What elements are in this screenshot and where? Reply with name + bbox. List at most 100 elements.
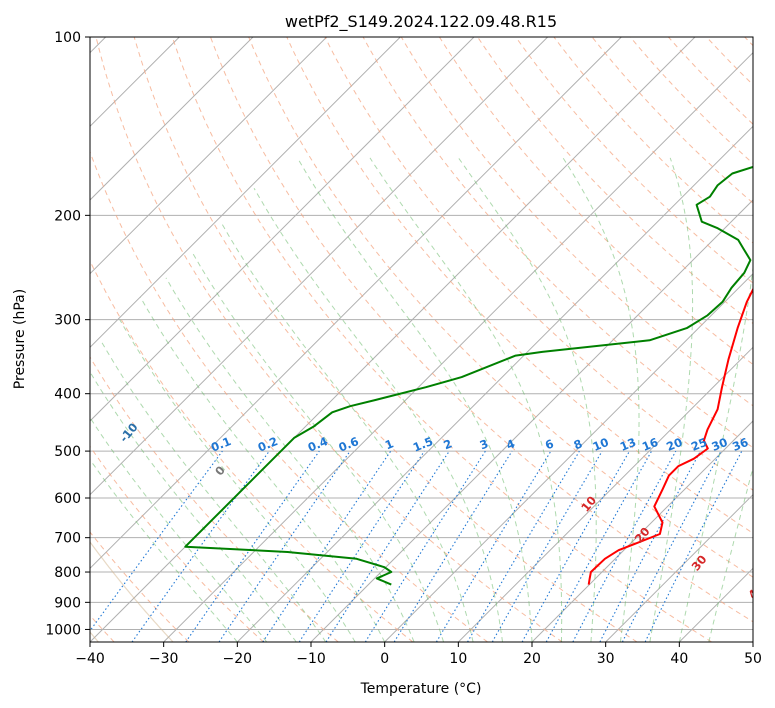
- chart-title: wetPf2_S149.2024.122.09.48.R15: [285, 12, 557, 32]
- dry-adiabat: [591, 37, 753, 204]
- moist-adiabat-label: 40: [745, 580, 766, 601]
- dry-adiabat: [90, 445, 264, 642]
- isotherm: [531, 420, 753, 642]
- isotherm: [310, 199, 753, 642]
- mixing-ratio-line: [545, 450, 653, 642]
- mixing-ratio-label: 2: [441, 436, 454, 452]
- mixing-ratio-line: [185, 450, 320, 642]
- dry-adiabat: [668, 37, 753, 125]
- mixing-ratio-label: 0.2: [256, 434, 280, 455]
- y-tick-label: 200: [54, 208, 81, 224]
- moist-adiabat: [649, 157, 694, 642]
- mixing-ratio-label: 0.1: [209, 434, 233, 455]
- mixing-ratio-line: [467, 450, 580, 642]
- y-tick-label: 300: [54, 313, 81, 329]
- x-tick-label: 30: [597, 651, 615, 667]
- mixing-ratio-line: [298, 450, 425, 642]
- mixing-ratio-label: 16: [640, 435, 660, 454]
- mixing-ratio-line: [90, 450, 223, 632]
- dry-adiabat: [706, 37, 753, 86]
- x-tick-label: −40: [75, 651, 105, 667]
- moist-adiabat: [678, 264, 753, 642]
- dry-adiabat: [90, 356, 339, 642]
- mixing-ratio-label: 6: [543, 436, 556, 452]
- isotherm: [90, 37, 328, 275]
- mixing-ratio-label: 10: [591, 435, 611, 454]
- y-tick-label: 100: [54, 30, 81, 46]
- x-tick-label: 50: [744, 651, 762, 667]
- y-tick-label: 700: [54, 531, 81, 547]
- mixing-ratio-label: 0.6: [337, 434, 361, 455]
- isotherm: [90, 37, 254, 201]
- moist-adiabat: [253, 187, 503, 642]
- dry-adiabat-label: 0: [212, 463, 228, 478]
- mixing-ratio-line: [435, 450, 552, 642]
- moist-adiabat: [191, 251, 445, 642]
- mixing-ratio-label: 1: [383, 436, 396, 452]
- dry-adiabat: [248, 37, 753, 578]
- moist-adiabat: [369, 157, 563, 642]
- x-tick-label: 0: [380, 651, 389, 667]
- isotherm: [236, 125, 753, 642]
- mixing-ratio-line: [262, 450, 392, 642]
- y-tick-label: 400: [54, 387, 81, 403]
- mixing-ratio-label: 36: [730, 435, 750, 454]
- x-tick-label: −20: [223, 651, 253, 667]
- moist-adiabat: [296, 157, 533, 642]
- isotherm: [752, 641, 753, 642]
- mixing-ratio-label: 3: [478, 436, 491, 452]
- dry-adiabat: [90, 531, 190, 642]
- mixing-ratio-label: 0.4: [306, 434, 330, 455]
- dry-adiabat: [515, 37, 753, 284]
- mixing-ratio-label: 4: [504, 436, 517, 452]
- x-tick-label: −30: [149, 651, 179, 667]
- isotherm: [90, 37, 549, 496]
- dry-adiabat: [133, 37, 638, 642]
- mixing-ratio-line: [218, 450, 351, 642]
- mixing-ratio-line: [393, 450, 513, 642]
- moist-adiabat: [562, 157, 640, 642]
- moist-adiabat: [708, 465, 753, 642]
- moist-adiabat: [165, 277, 415, 642]
- moist-adiabat-label: 20: [632, 524, 653, 545]
- y-axis-label: Pressure (hPa): [12, 289, 28, 389]
- mixing-ratio-line: [572, 450, 677, 642]
- dry-adiabat-label: -10: [117, 420, 141, 445]
- moist-adiabat: [90, 458, 238, 642]
- isotherm: [90, 37, 696, 642]
- mixing-ratio-label: 30: [709, 435, 729, 454]
- dry-adiabat: [400, 37, 753, 407]
- y-tick-label: 500: [54, 444, 81, 460]
- dewpoint-line: [184, 165, 753, 586]
- mixing-ratio-line: [325, 450, 450, 642]
- plot-frame: [89, 36, 754, 643]
- dry-adiabat: [95, 37, 563, 642]
- mixing-ratio-label: 1.5: [411, 434, 435, 455]
- isotherm: [605, 493, 753, 642]
- moist-adiabat: [220, 221, 474, 642]
- isotherm: [90, 37, 622, 570]
- moist-adiabat: [139, 297, 386, 642]
- x-tick-label: 20: [523, 651, 541, 667]
- mixing-ratio-line: [521, 450, 630, 642]
- dry-adiabat: [286, 37, 753, 534]
- dry-adiabat: [171, 37, 712, 642]
- x-axis-label: Temperature (°C): [360, 681, 482, 697]
- mixing-ratio-label: 25: [689, 435, 709, 454]
- temperature-line: [587, 287, 753, 585]
- y-tick-label: 600: [54, 491, 81, 507]
- reference-curve: [90, 540, 174, 642]
- isotherm: [163, 51, 753, 642]
- dry-adiabat: [210, 37, 753, 623]
- mixing-ratio-label: 20: [664, 435, 684, 454]
- x-tick-label: 40: [670, 651, 688, 667]
- y-tick-label: 1000: [45, 622, 81, 638]
- y-tick-label: 900: [54, 595, 81, 611]
- mixing-ratio-label: 13: [618, 435, 638, 454]
- x-tick-label: −10: [296, 651, 326, 667]
- isotherm: [90, 37, 475, 422]
- dry-adiabat: [90, 150, 488, 642]
- isotherm: [384, 272, 753, 642]
- moist-adiabat: [100, 340, 327, 642]
- isotherm: [678, 567, 753, 642]
